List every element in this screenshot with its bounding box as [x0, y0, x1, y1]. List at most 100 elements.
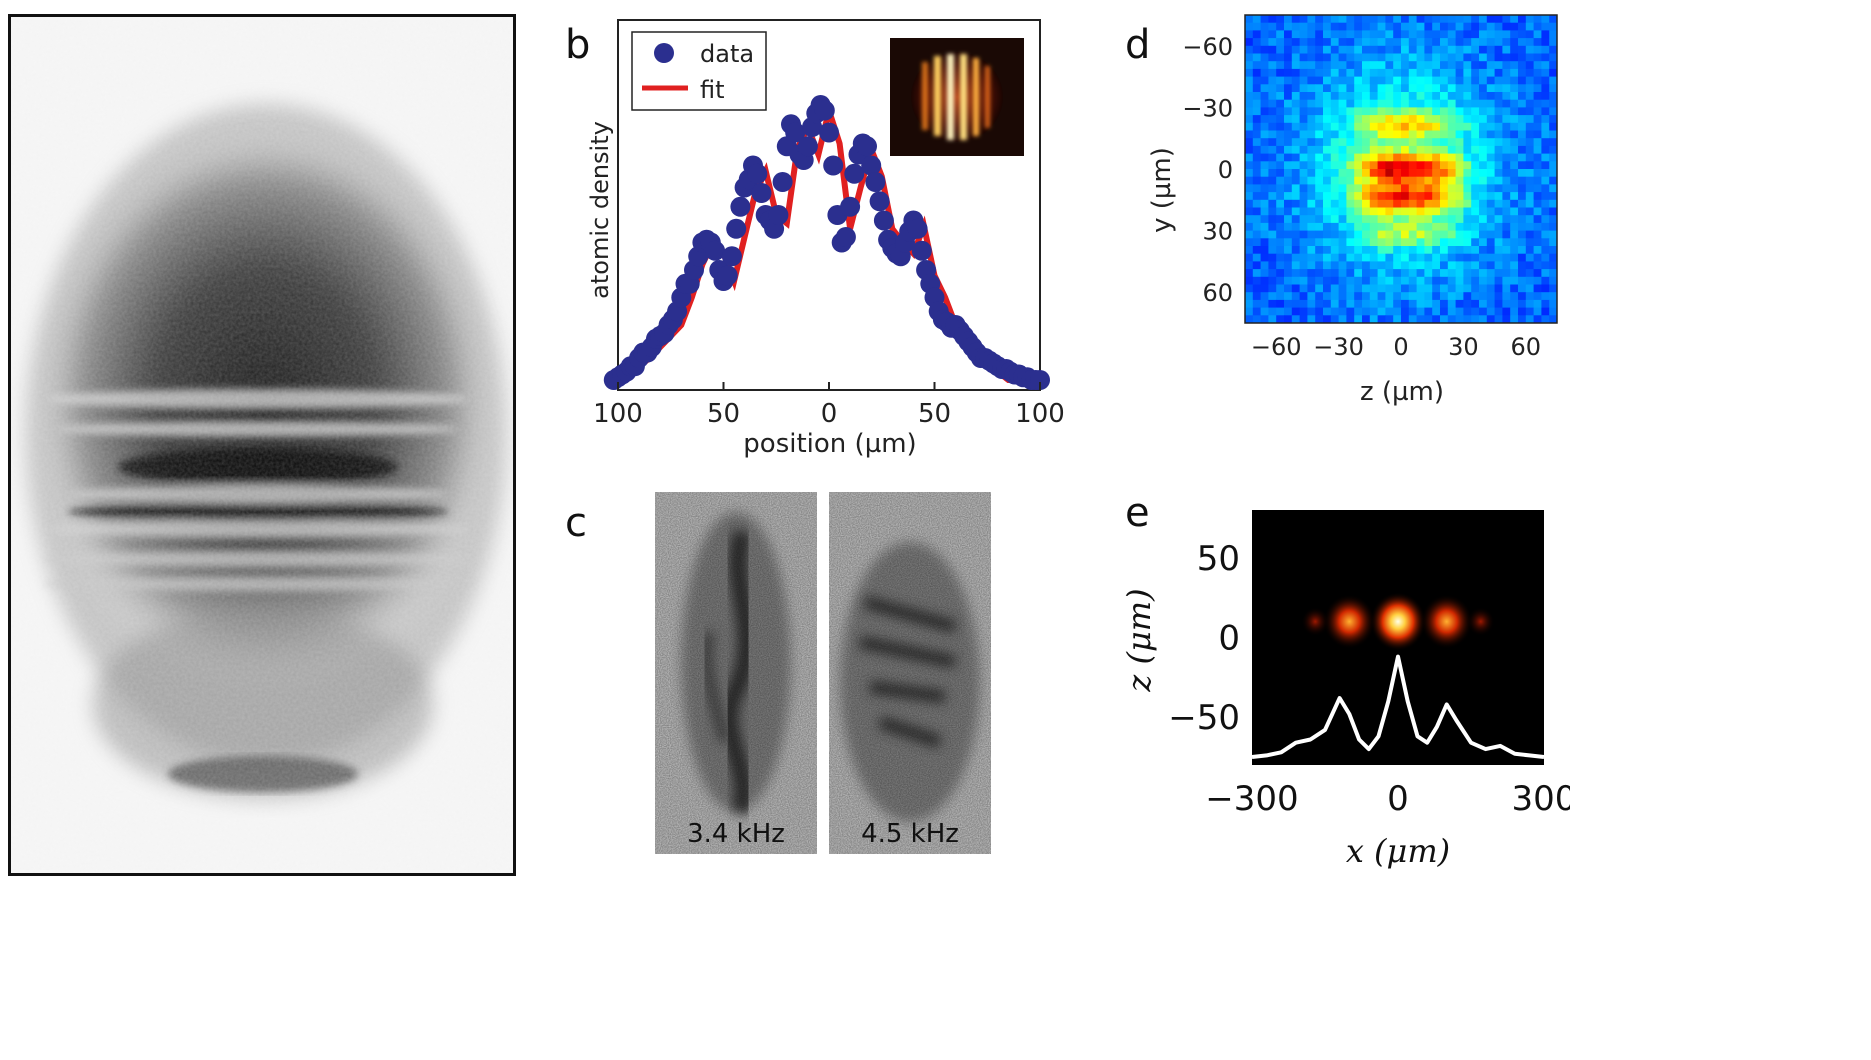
heatmap-cell [1268, 45, 1277, 54]
heatmap-cell [1432, 284, 1441, 293]
heatmap-cell [1502, 84, 1511, 93]
heatmap-cell [1299, 207, 1308, 216]
heatmap-cell [1330, 15, 1339, 24]
panel-d-label: d [1125, 22, 1151, 68]
heatmap-cell [1346, 30, 1355, 39]
heatmap-cell [1549, 153, 1558, 162]
heatmap-cell [1323, 153, 1332, 162]
heatmap-cell [1471, 253, 1480, 262]
data-point [873, 210, 894, 231]
heatmap-cell [1416, 68, 1425, 77]
heatmap-cell [1330, 161, 1339, 170]
heatmap-cell [1307, 22, 1316, 31]
heatmap-cell [1416, 53, 1425, 62]
heatmap-cell [1369, 299, 1378, 308]
heatmap-cell [1377, 76, 1386, 85]
heatmap-cell [1455, 238, 1464, 247]
data-point [865, 172, 886, 192]
heatmap-cell [1455, 38, 1464, 47]
heatmap-cell [1401, 92, 1410, 101]
heatmap-cell [1447, 61, 1456, 70]
heatmap-cell [1510, 15, 1519, 24]
heatmap-cell [1291, 246, 1300, 255]
heatmap-cell [1323, 207, 1332, 216]
heatmap-cell [1338, 107, 1347, 116]
heatmap-cell [1486, 115, 1495, 124]
heatmap-cell [1260, 269, 1269, 278]
heatmap-cell [1549, 215, 1558, 224]
heatmap-cell [1354, 61, 1363, 70]
heatmap-cell [1330, 215, 1339, 224]
heatmap-cell [1268, 184, 1277, 193]
heatmap-cell [1252, 276, 1261, 285]
heatmap-cell [1440, 107, 1449, 116]
heatmap-cell [1408, 246, 1417, 255]
heatmap-cell [1323, 246, 1332, 255]
heatmap-cell [1494, 145, 1503, 154]
heatmap-cell [1260, 61, 1269, 70]
heatmap-cell [1330, 192, 1339, 201]
heatmap-cell [1424, 307, 1433, 316]
x-tick-label: 30 [1448, 333, 1479, 361]
heatmap-cell [1260, 246, 1269, 255]
heatmap-cell [1401, 253, 1410, 262]
heatmap-cell [1307, 145, 1316, 154]
heatmap-cell [1463, 169, 1472, 178]
heatmap-cell [1494, 38, 1503, 47]
heatmap-cell [1510, 68, 1519, 77]
heatmap-cell [1494, 15, 1503, 24]
heatmap-cell [1307, 138, 1316, 147]
heatmap-cell [1362, 230, 1371, 239]
heatmap-cell [1416, 292, 1425, 301]
heatmap-cell [1432, 246, 1441, 255]
heatmap-cell [1471, 199, 1480, 208]
data-point [751, 183, 772, 203]
heatmap-cell [1245, 30, 1254, 39]
heatmap-cell [1486, 68, 1495, 77]
heatmap-cell [1377, 15, 1386, 24]
heatmap-cell [1479, 176, 1488, 185]
heatmap-cell [1346, 92, 1355, 101]
heatmap-cell [1533, 284, 1542, 293]
heatmap-cell [1299, 15, 1308, 24]
heatmap-cell [1408, 222, 1417, 231]
heatmap-cell [1393, 153, 1402, 162]
interference-spot [1370, 592, 1426, 651]
heatmap-cell [1276, 299, 1285, 308]
heatmap-cell [1401, 38, 1410, 47]
heatmap-cell [1447, 92, 1456, 101]
heatmap-cell [1268, 76, 1277, 85]
heatmap-cell [1252, 269, 1261, 278]
heatmap-cell [1502, 92, 1511, 101]
interference-spot [1301, 606, 1330, 637]
heatmap-cell [1369, 215, 1378, 224]
panel-c-caption-left: 3.4 kHz [687, 819, 785, 849]
heatmap-cell [1315, 145, 1324, 154]
heatmap-cell [1346, 176, 1355, 185]
heatmap-cell [1479, 253, 1488, 262]
heatmap-cell [1268, 222, 1277, 231]
heatmap-cell [1252, 99, 1261, 108]
heatmap-cell [1479, 138, 1488, 147]
heatmap-cell [1541, 15, 1550, 24]
heatmap-cell [1385, 130, 1394, 139]
heatmap-cell [1362, 284, 1371, 293]
heatmap-cell [1416, 76, 1425, 85]
heatmap-cell [1518, 269, 1527, 278]
heatmap-cell [1284, 292, 1293, 301]
heatmap-cell [1533, 76, 1542, 85]
heatmap-cell [1291, 38, 1300, 47]
heatmap-cell [1471, 61, 1480, 70]
heatmap-cell [1432, 222, 1441, 231]
heatmap-cell [1510, 276, 1519, 285]
heatmap-cell [1486, 176, 1495, 185]
heatmap-cell [1440, 184, 1449, 193]
heatmap-cell [1455, 68, 1464, 77]
panel-e-ylabel: z (μm) [1120, 588, 1158, 692]
heatmap-cell [1486, 53, 1495, 62]
heatmap-cell [1338, 130, 1347, 139]
heatmap-cell [1533, 215, 1542, 224]
heatmap-cell [1260, 84, 1269, 93]
heatmap-cell [1330, 199, 1339, 208]
heatmap-cell [1299, 222, 1308, 231]
